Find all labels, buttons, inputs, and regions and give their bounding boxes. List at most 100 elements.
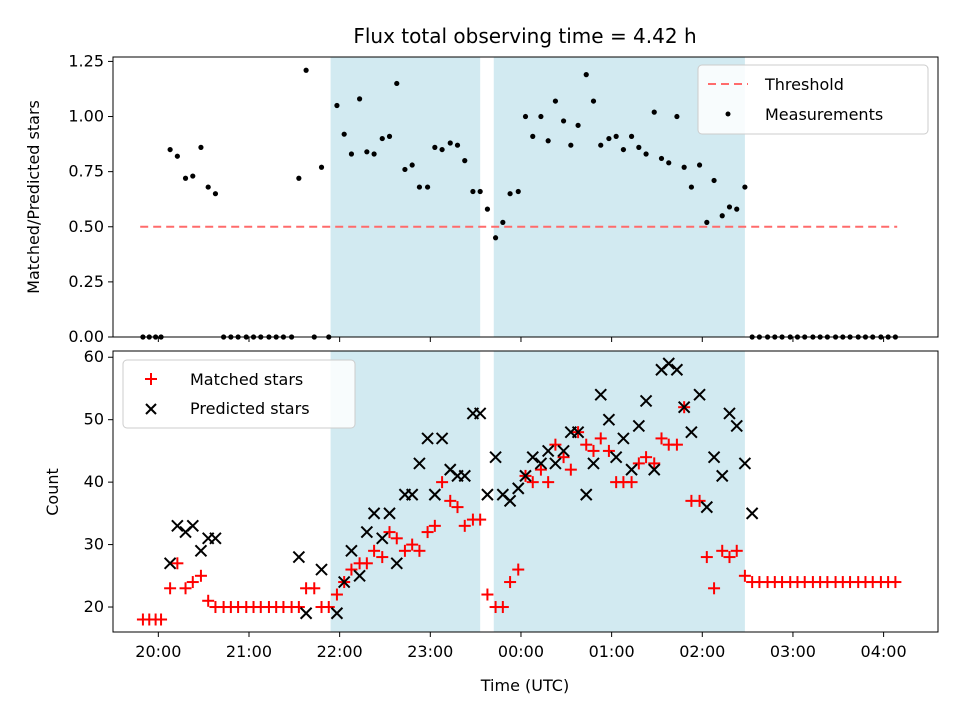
measurement-point [568,142,574,148]
predicted-star-point [609,450,623,464]
matched-star-point [376,551,389,564]
top-legend-box [697,64,929,135]
bottom-shaded-regions [330,351,745,632]
measurement-point [620,146,627,153]
predicted-star-point [330,607,344,620]
x-tick-label: 02:00 [679,642,725,661]
matched-star-point [398,544,411,557]
top-y-ticks: 0.00 0.25 0.50 0.75 1.00 1.25 [68,51,113,346]
predicted-star-point [292,550,306,564]
measurement-point [394,80,400,87]
y-tick-label: 40 [84,472,104,491]
top-panel: 0.00 0.25 0.50 0.75 1.00 1.25 Matched/Predict… [24,51,939,346]
predicted-star-point [580,488,593,501]
measurement-point [198,144,204,150]
measurement-point [538,113,544,120]
measurement-point [364,149,370,155]
predicted-star-point [677,400,691,414]
legend-measurements-label: Measurements [765,105,883,124]
predicted-star-point [549,457,562,470]
measurement-point [402,166,408,173]
x-tick-label: 22:00 [317,642,363,661]
x-tick-label: 21:00 [226,642,272,661]
measurement-point [477,188,483,195]
measurement-point [719,213,725,219]
matched-star-point [542,476,555,489]
measurement-point [190,173,196,179]
predicted-star-point [413,457,426,470]
predicted-star-point [421,432,434,445]
predicted-star-point [685,425,698,439]
matched-star-point [171,557,184,570]
measurement-point [439,146,445,153]
matched-star-point [428,519,441,532]
predicted-star-point [503,494,517,508]
y-tick-label: 1.00 [68,107,104,126]
measurement-point [643,151,649,157]
predicted-star-point [571,425,585,439]
legend-predicted-label: Predicted stars [190,399,310,418]
matched-star-point [587,444,600,457]
measurement-point [598,142,604,148]
top-x-ticks [157,337,885,342]
top-shaded-regions [330,57,745,337]
bottom-x-ticks: 20:00 21:00 22:00 23:00 00:00 01:00 02:00 03:00… [135,632,907,661]
matched-star-point [345,563,358,576]
matched-star-point [549,438,562,451]
bottom-plot-frame [112,350,939,633]
measurement-point [606,135,612,142]
y-tick-label: 0.00 [68,327,104,346]
x-tick-label: 04:00 [861,642,907,661]
matched-star-point [308,582,321,595]
matched-star-point [186,576,199,589]
legend-matched-swatch [145,373,157,385]
measurement-point [174,153,180,159]
measurement-point [515,188,521,195]
x-tick-label: 03:00 [770,642,816,661]
measurement-point [379,135,385,142]
predicted-star-point [405,488,419,501]
measurement-point [507,191,513,197]
matched-star-point [390,532,403,545]
matched-star-point [557,451,570,464]
measurement-point [470,188,476,195]
predicted-star-point [489,450,502,464]
predicted-star-point [458,469,471,483]
matched-star-point [292,601,305,614]
predicted-star-point [617,432,630,445]
measurement-point [560,118,567,124]
measurement-point [484,206,491,212]
measurement-point [447,140,453,146]
predicted-star-point [435,432,449,445]
measurement-point [296,175,302,181]
legend-measurements-swatch [725,111,731,117]
measurement-point [628,133,635,139]
matched-star-point [889,576,902,589]
matched-star-point [474,513,487,526]
predicted-star-point [662,357,675,370]
predicted-star-point [707,450,721,464]
predicted-star-point [639,394,653,408]
top-legend: Threshold Measurements [697,64,929,135]
matched-star-point [602,444,615,457]
predicted-star-point [337,575,351,589]
predicted-star-point [602,413,616,426]
matched-star-point [155,613,168,626]
chart-title: Flux total observing time = 4.42 h [353,24,696,48]
matched-star-point [723,551,736,564]
predicted-star-point [345,544,358,558]
measurement-point [636,144,642,150]
y-tick-label: 1.25 [68,51,104,70]
bottom-y-axis-label: Count [43,468,62,516]
predicted-star-point [353,569,366,583]
matched-star-point [526,476,539,489]
matched-star-point [700,551,713,564]
predicted-star-point [534,457,548,470]
matched-star-point [708,582,721,595]
x-tick-label: 00:00 [498,642,544,661]
y-tick-label: 0.50 [68,217,104,236]
matched-star-point [640,451,653,464]
predicted-star-point [723,407,736,420]
x-tick-label: 20:00 [135,642,181,661]
